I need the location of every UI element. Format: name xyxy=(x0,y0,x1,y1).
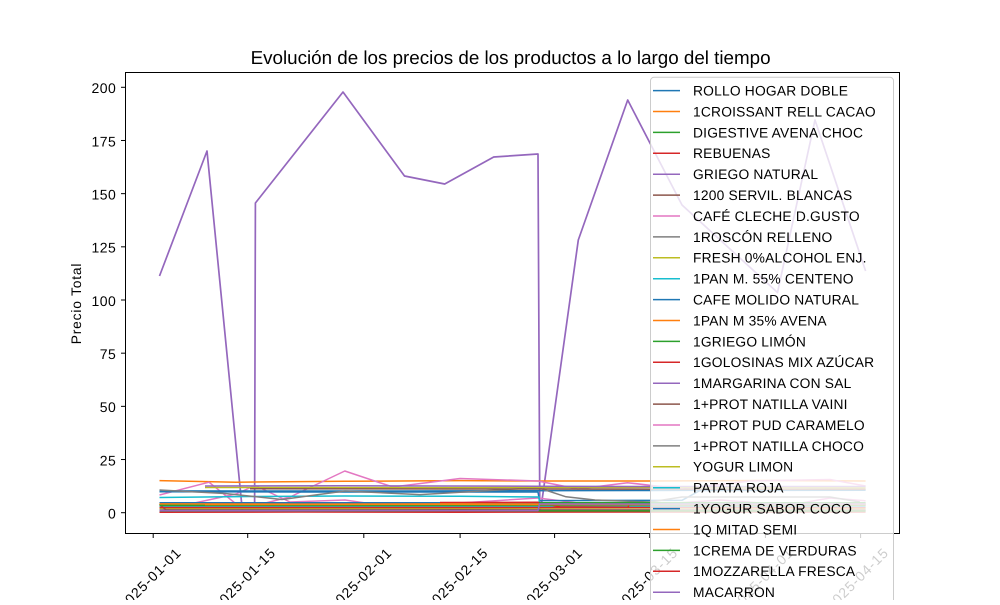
svg-text:25: 25 xyxy=(100,452,117,468)
svg-text:YOGUR LIMON: YOGUR LIMON xyxy=(693,460,793,475)
svg-text:ROLLO HOGAR DOBLE: ROLLO HOGAR DOBLE xyxy=(693,84,848,99)
svg-text:1GOLOSINAS MIX AZÚCAR: 1GOLOSINAS MIX AZÚCAR xyxy=(693,355,874,370)
svg-text:150: 150 xyxy=(91,186,116,202)
svg-text:CAFE MOLIDO NATURAL: CAFE MOLIDO NATURAL xyxy=(693,293,859,308)
svg-text:1PAN M. 55% CENTENO: 1PAN M. 55% CENTENO xyxy=(693,272,854,287)
svg-text:1YOGUR SABOR COCO: 1YOGUR SABOR COCO xyxy=(693,502,852,517)
svg-text:75: 75 xyxy=(100,346,117,362)
svg-text:50: 50 xyxy=(100,399,117,415)
svg-text:MACARRON: MACARRON xyxy=(693,585,775,600)
svg-text:1PAN M 35% AVENA: 1PAN M 35% AVENA xyxy=(693,313,827,328)
svg-text:1CROISSANT RELL CACAO: 1CROISSANT RELL CACAO xyxy=(693,104,876,119)
svg-text:1Q MITAD SEMI: 1Q MITAD SEMI xyxy=(693,522,797,537)
svg-text:Evolución de los precios de lo: Evolución de los precios de los producto… xyxy=(251,47,771,68)
svg-text:REBUENAS: REBUENAS xyxy=(693,146,771,161)
svg-text:Precio Total: Precio Total xyxy=(69,263,84,344)
svg-text:125: 125 xyxy=(91,240,116,256)
svg-text:1+PROT NATILLA CHOCO: 1+PROT NATILLA CHOCO xyxy=(693,439,864,454)
svg-text:1200 SERVIL. BLANCAS: 1200 SERVIL. BLANCAS xyxy=(693,188,852,203)
svg-text:1+PROT NATILLA VAINI: 1+PROT NATILLA VAINI xyxy=(693,397,848,412)
svg-text:200: 200 xyxy=(91,80,116,96)
svg-text:CAFÉ CLECHE D.GUSTO: CAFÉ CLECHE D.GUSTO xyxy=(693,209,860,224)
svg-text:DIGESTIVE AVENA CHOC: DIGESTIVE AVENA CHOC xyxy=(693,125,863,140)
svg-text:FRESH 0%ALCOHOL ENJ.: FRESH 0%ALCOHOL ENJ. xyxy=(693,251,867,266)
svg-text:0: 0 xyxy=(108,506,116,522)
svg-text:1GRIEGO LIMÓN: 1GRIEGO LIMÓN xyxy=(693,334,806,349)
svg-text:1MARGARINA CON SAL: 1MARGARINA CON SAL xyxy=(693,376,852,391)
svg-text:PATATA ROJA: PATATA ROJA xyxy=(693,481,784,496)
svg-text:1MOZZARELLA FRESCA: 1MOZZARELLA FRESCA xyxy=(693,564,856,579)
svg-text:1CREMA DE VERDURAS: 1CREMA DE VERDURAS xyxy=(693,543,857,558)
svg-text:175: 175 xyxy=(91,133,116,149)
svg-text:GRIEGO NATURAL: GRIEGO NATURAL xyxy=(693,167,818,182)
svg-text:100: 100 xyxy=(91,293,116,309)
svg-text:1ROSCÓN RELLENO: 1ROSCÓN RELLENO xyxy=(693,230,833,245)
svg-text:1+PROT PUD CARAMELO: 1+PROT PUD CARAMELO xyxy=(693,418,865,433)
